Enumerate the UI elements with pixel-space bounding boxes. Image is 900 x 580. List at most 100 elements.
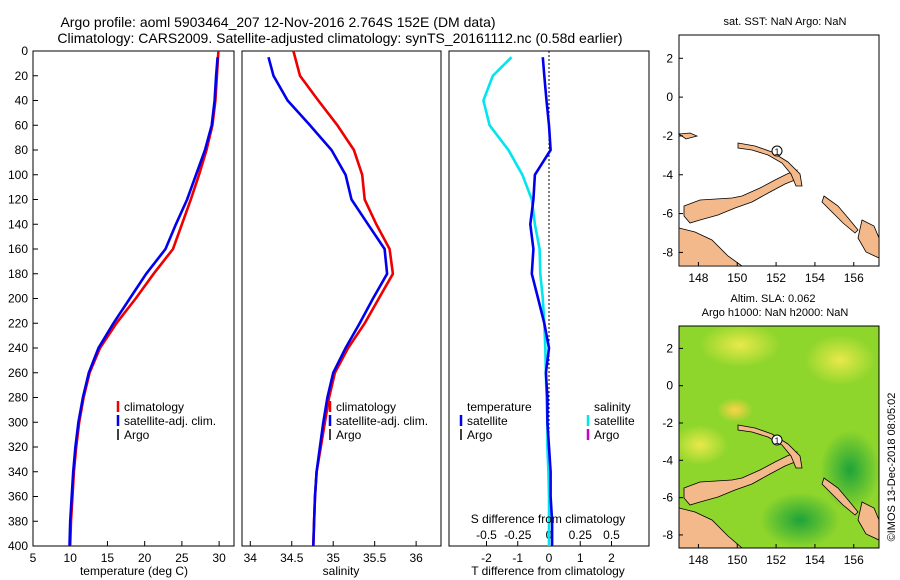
legend-satellite-label: satellite-adj. clim. <box>336 414 428 428</box>
temperature-legend: climatology satellite-adj. clim. Argo <box>116 400 216 442</box>
lon-tick-label: 156 <box>844 553 864 567</box>
sla-map: Altim. SLA: 0.062 Argo h1000: NaN h2000:… <box>662 293 880 567</box>
imos-timestamp: ©IMOS 13-Dec-2018 08:05:02 <box>886 393 898 542</box>
lat-tick-label: 2 <box>666 341 673 355</box>
sst-map: sat. SST: NaN Argo: NaN 1 148 150 152 154 15… <box>662 16 880 285</box>
sla-low-patch <box>760 492 840 548</box>
lat-tick-label: 2 <box>666 51 673 65</box>
x-tick-label: 30 <box>212 551 226 565</box>
sla-map-title: Altim. SLA: 0.062 <box>731 293 816 305</box>
lat-tick-label: -8 <box>662 245 673 259</box>
y-tick-label: 0 <box>21 44 28 58</box>
new-guinea-land <box>678 227 744 267</box>
profile-marker-circle <box>771 434 783 446</box>
temperature-panel-frame <box>32 50 235 547</box>
salinity-x-ticks: 34 34.5 35 35.5 36 <box>244 541 423 565</box>
solomon-land <box>857 219 880 259</box>
s-tick-label: -0.5 <box>476 528 497 542</box>
figure-title-line1: Argo profile: aoml 5903464_207 12-Nov-20… <box>60 14 495 30</box>
t-difference-label: T difference from climatology <box>471 564 625 578</box>
y-tick-label: 160 <box>8 242 28 256</box>
sla-high-patch-east <box>805 335 875 385</box>
temperature-panel: 5 10 15 20 25 30 0 20 40 60 80 100 120 140 160 180 200 2… <box>8 44 235 578</box>
lat-tick-label: -6 <box>662 207 673 221</box>
sla-peak-patch <box>717 398 753 422</box>
y-tick-label: 240 <box>8 341 28 355</box>
salinity-satellite-line <box>267 56 389 547</box>
x-tick-label: 20 <box>138 551 152 565</box>
x-tick-label: 34 <box>244 551 258 565</box>
x-tick-label: 35 <box>327 551 341 565</box>
s-tick-label: -0.25 <box>504 528 532 542</box>
profile-marker-label: 1 <box>774 147 779 157</box>
y-tick-label: 120 <box>8 193 28 207</box>
lon-tick-label: 156 <box>844 271 864 285</box>
sst-map-land <box>677 132 880 267</box>
new-ireland-land <box>737 424 803 469</box>
legend-satellite-label: satellite-adj. clim. <box>124 414 216 428</box>
lat-tick-label: -2 <box>662 416 673 430</box>
lat-tick-label: -8 <box>662 528 673 542</box>
sst-map-ticks: 148 150 152 154 156 2 0 -2 -4 -6 -8 <box>662 51 864 285</box>
t-tick-label: 0 <box>546 551 553 565</box>
legend-temp-satellite-label: satellite <box>467 414 508 428</box>
lat-tick-label: 0 <box>666 90 673 104</box>
x-tick-label: 15 <box>101 551 115 565</box>
lon-tick-label: 148 <box>688 553 708 567</box>
lon-tick-label: 152 <box>766 553 786 567</box>
y-tick-label: 140 <box>8 217 28 231</box>
sst-map-title: sat. SST: NaN Argo: NaN <box>724 16 847 28</box>
legend-sal-argo-label: Argo <box>594 428 620 442</box>
x-tick-label: 34.5 <box>280 551 304 565</box>
t-tick-label: -1 <box>512 551 523 565</box>
salinity-panel: 34 34.5 35 35.5 36 salinity climatology sate… <box>241 50 442 578</box>
lon-tick-label: 150 <box>727 271 747 285</box>
lon-tick-label: 148 <box>688 271 708 285</box>
lon-tick-label: 152 <box>766 271 786 285</box>
y-tick-label: 340 <box>8 465 28 479</box>
sla-map-ticks: 148 150 152 154 156 2 0 -2 -4 -6 -8 <box>662 341 864 567</box>
temperature-satellite-line <box>68 57 219 547</box>
y-tick-label: 360 <box>8 490 28 504</box>
temperature-x-ticks: 5 10 15 20 25 30 <box>30 541 226 565</box>
y-tick-label: 80 <box>15 143 29 157</box>
y-tick-label: 300 <box>8 415 28 429</box>
x-tick-label: 25 <box>175 551 189 565</box>
sst-profile-marker: 1 <box>771 145 783 157</box>
y-tick-label: 200 <box>8 292 28 306</box>
legend-temp-argo-label: Argo <box>467 428 493 442</box>
lat-tick-label: -4 <box>662 168 673 182</box>
sla-map-frame <box>678 325 880 549</box>
legend-climatology-label: climatology <box>124 400 184 414</box>
t-tick-label: 2 <box>608 551 615 565</box>
x-tick-label: 36 <box>409 551 423 565</box>
s-tick-label: 0.5 <box>603 528 620 542</box>
lon-tick-label: 154 <box>805 553 825 567</box>
sla-profile-marker: 1 <box>771 434 783 446</box>
new-guinea-land <box>679 507 743 548</box>
sla-map-subtitle: Argo h1000: NaN h2000: NaN <box>702 307 849 319</box>
temperature-xlabel: temperature (deg C) <box>80 564 188 578</box>
sla-high-patch-west <box>679 425 728 465</box>
salinity-legend: climatology satellite-adj. clim. Argo <box>328 400 428 442</box>
t-tick-label: -2 <box>481 551 492 565</box>
bougainville-land <box>821 195 859 234</box>
legend-argo-label: Argo <box>336 428 362 442</box>
s-tick-label: 0.25 <box>569 528 593 542</box>
salinity-panel-frame <box>241 50 442 547</box>
legend-argo-label: Argo <box>124 428 150 442</box>
lat-tick-label: -4 <box>662 453 673 467</box>
y-tick-label: 220 <box>8 316 28 330</box>
s-difference-label: S difference from climatology <box>471 512 626 526</box>
y-tick-label: 380 <box>8 514 28 528</box>
y-tick-label: 100 <box>8 168 28 182</box>
t-tick-label: 1 <box>577 551 584 565</box>
legend-sal-satellite-label: satellite <box>594 414 635 428</box>
y-tick-label: 180 <box>8 267 28 281</box>
bougainville-land <box>821 477 859 516</box>
manus-land <box>677 132 699 140</box>
profile-marker-label: 1 <box>774 436 779 446</box>
x-tick-label: 5 <box>30 551 37 565</box>
sla-high-patch <box>700 326 780 367</box>
